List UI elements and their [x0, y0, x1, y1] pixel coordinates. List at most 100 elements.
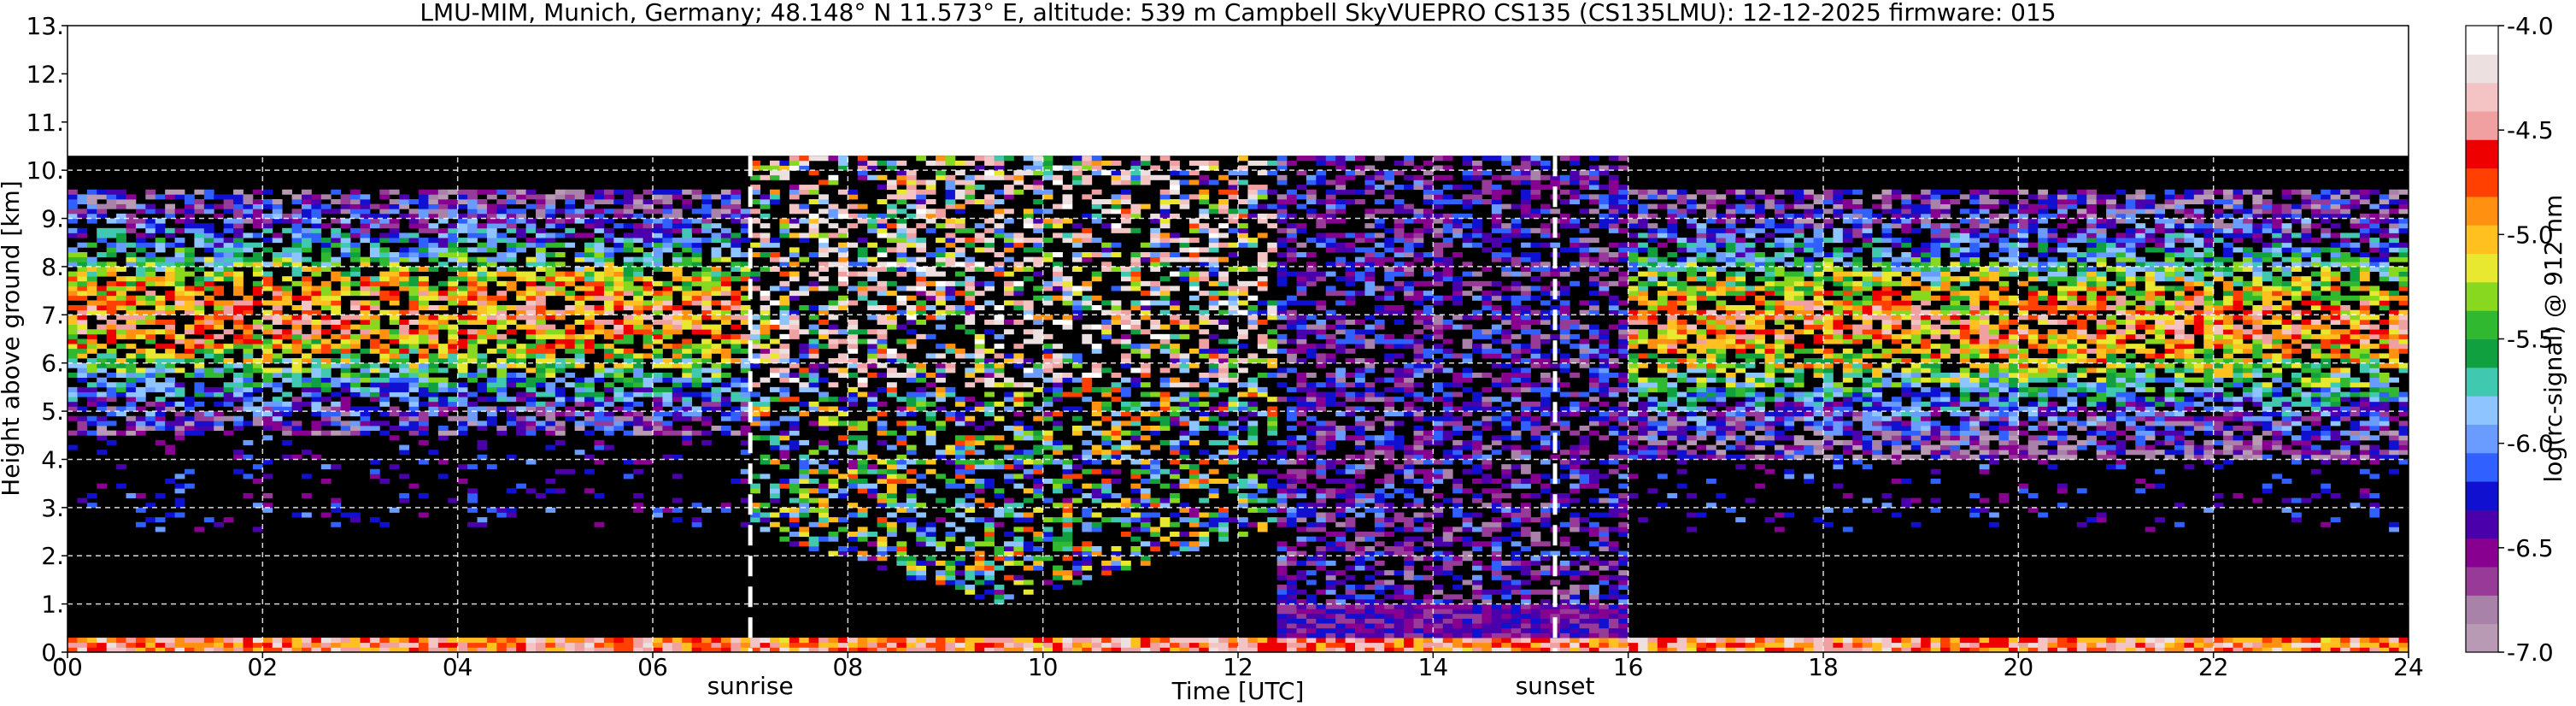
- heatmap-cell: [389, 353, 400, 359]
- heatmap-cell: [194, 291, 205, 297]
- heatmap-cell: [789, 406, 800, 412]
- heatmap-cell: [1121, 174, 1131, 180]
- heatmap-cell: [828, 397, 839, 403]
- heatmap-cell: [419, 276, 429, 282]
- heatmap-cell: [126, 406, 137, 412]
- heatmap-cell: [740, 358, 751, 364]
- heatmap-cell: [1042, 536, 1053, 542]
- heatmap-cell: [477, 256, 488, 262]
- heatmap-cell: [516, 397, 526, 403]
- heatmap-cell: [740, 276, 751, 282]
- heatmap-cell: [233, 238, 244, 244]
- heatmap-cell: [525, 271, 537, 277]
- heatmap-cell: [116, 386, 126, 392]
- heatmap-cell: [653, 256, 663, 262]
- heatmap-cell: [1042, 517, 1053, 523]
- heatmap-cell: [1053, 647, 1063, 652]
- heatmap-cell: [603, 386, 614, 392]
- heatmap-cell: [203, 209, 214, 215]
- heatmap-cell: [496, 295, 508, 301]
- heatmap-cell: [126, 252, 137, 258]
- heatmap-cell: [67, 430, 78, 436]
- heatmap-cell: [467, 227, 478, 233]
- heatmap-cell: [1111, 459, 1122, 465]
- heatmap-cell: [954, 435, 965, 441]
- heatmap-cell: [623, 300, 634, 306]
- heatmap-cell: [916, 647, 927, 652]
- heatmap-cell: [613, 397, 625, 403]
- heatmap-cell: [272, 300, 283, 306]
- heatmap-cell: [194, 305, 205, 311]
- heatmap-cell: [77, 232, 88, 238]
- heatmap-cell: [97, 300, 108, 306]
- heatmap-cell: [545, 638, 556, 644]
- heatmap-cell: [848, 333, 859, 339]
- heatmap-cell: [584, 647, 595, 652]
- heatmap-cell: [653, 209, 663, 215]
- heatmap-cell: [486, 295, 497, 301]
- heatmap-cell: [545, 642, 556, 648]
- heatmap-cell: [584, 415, 595, 421]
- heatmap-cell: [282, 291, 292, 297]
- heatmap-cell: [1159, 406, 1171, 412]
- heatmap-cell: [887, 179, 897, 185]
- heatmap-cell: [808, 329, 819, 335]
- heatmap-cell: [86, 338, 97, 344]
- heatmap-cell: [174, 189, 185, 195]
- heatmap-cell: [887, 315, 897, 321]
- heatmap-cell: [691, 358, 702, 364]
- heatmap-cell: [1013, 459, 1024, 465]
- heatmap-cell: [965, 319, 976, 325]
- heatmap-cell: [623, 391, 634, 397]
- heatmap-cell: [106, 189, 117, 195]
- heatmap-cell: [731, 358, 742, 364]
- heatmap-cell: [369, 338, 380, 344]
- heatmap-cell: [789, 223, 800, 229]
- heatmap-cell: [867, 256, 877, 262]
- heatmap-cell: [672, 262, 683, 268]
- heatmap-cell: [1130, 324, 1141, 330]
- heatmap-cell: [837, 156, 848, 162]
- heatmap-cell: [789, 517, 800, 523]
- heatmap-cell: [994, 647, 1005, 652]
- heatmap-cell: [448, 415, 459, 421]
- heatmap-cell: [994, 598, 1005, 605]
- heatmap-cell: [165, 203, 175, 209]
- heatmap-cell: [477, 295, 488, 301]
- heatmap-cell: [545, 194, 556, 200]
- heatmap-cell: [1150, 642, 1161, 648]
- heatmap-cell: [116, 238, 126, 244]
- heatmap-cell: [906, 556, 917, 562]
- heatmap-cell: [516, 415, 526, 421]
- heatmap-cell: [887, 209, 897, 215]
- heatmap-cell: [1053, 295, 1063, 301]
- heatmap-cell: [331, 464, 342, 470]
- heatmap-cell: [545, 411, 556, 417]
- heatmap-cell: [789, 333, 800, 339]
- heatmap-cell: [77, 324, 88, 330]
- heatmap-cell: [106, 638, 117, 644]
- heatmap-cell: [984, 329, 995, 335]
- heatmap-cell: [340, 368, 351, 374]
- heatmap-cell: [437, 474, 449, 479]
- heatmap-cell: [877, 497, 888, 503]
- heatmap-cell: [662, 425, 673, 432]
- heatmap-cell: [291, 252, 302, 258]
- heatmap-cell: [770, 421, 780, 427]
- heatmap-cell: [819, 483, 829, 489]
- heatmap-cell: [867, 391, 877, 397]
- heatmap-cell: [467, 521, 478, 527]
- heatmap-cell: [623, 247, 634, 253]
- heatmap-cell: [925, 198, 936, 205]
- heatmap-cell: [360, 256, 371, 262]
- heatmap-cell: [126, 295, 137, 301]
- heatmap-cell: [320, 285, 332, 291]
- heatmap-cell: [877, 252, 888, 258]
- heatmap-cell: [691, 256, 702, 262]
- heatmap-cell: [965, 315, 976, 321]
- heatmap-cell: [165, 291, 175, 297]
- heatmap-cell: [828, 247, 839, 253]
- heatmap-cell: [379, 353, 390, 359]
- heatmap-cell: [1023, 430, 1034, 436]
- heatmap-cell: [867, 338, 877, 344]
